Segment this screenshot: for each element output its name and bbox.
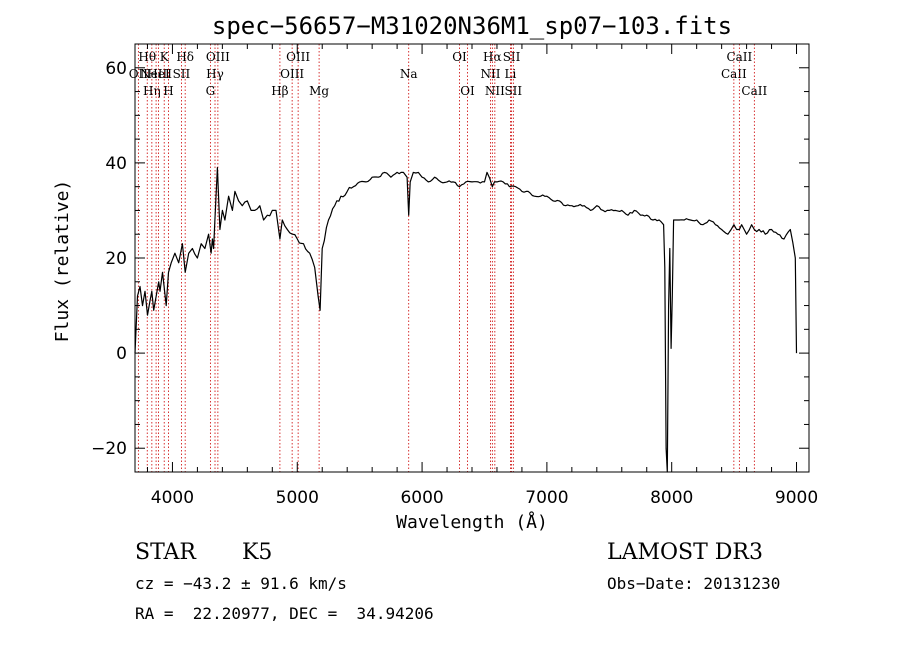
redshift-value: cz = −43.2 ± 91.6 km/s — [135, 574, 347, 593]
spectral-line-label: OIII — [206, 50, 230, 64]
object-class: STAR — [135, 540, 196, 565]
spectral-line-label: OI — [452, 50, 467, 64]
spectral-lines-layer: OIIHθHηNeIIIHeIKHSIIHδGHγOIIIHβOIIIOIIIM… — [129, 44, 767, 472]
object-subclass: K5 — [242, 540, 273, 565]
y-tick-label: −20 — [91, 439, 127, 459]
y-tick-label: 20 — [105, 249, 127, 269]
y-tick-label: 0 — [116, 344, 127, 364]
spectral-line-label: CaII — [721, 67, 747, 81]
spectral-line-label: Li — [505, 67, 517, 81]
x-tick-label: 7000 — [525, 488, 568, 508]
spectral-line-label: Hδ — [176, 50, 194, 64]
x-tick-label: 5000 — [276, 488, 319, 508]
x-tick-label: 4000 — [151, 488, 194, 508]
y-tick-label: 60 — [105, 59, 127, 79]
chart-title: spec−56657−M31020N36M1_sp07−103.fits — [212, 12, 732, 40]
coordinates: RA = 22.20977, DEC = 34.94206 — [135, 604, 434, 623]
spectral-line-label: HeI — [147, 67, 170, 81]
spectral-line-label: Mg — [309, 84, 329, 98]
spectral-line-label: CaII — [726, 50, 752, 64]
x-tick-label: 6000 — [400, 488, 443, 508]
spectral-line-label: Hβ — [271, 84, 288, 98]
spectral-line-label: Hθ — [138, 50, 156, 64]
spectral-line-label: NII — [480, 67, 500, 81]
spectrum-line — [134, 167, 798, 473]
x-tick-label: 9000 — [775, 488, 818, 508]
spectral-line-label: OII — [129, 67, 149, 81]
spectral-line-label: CaII — [741, 84, 767, 98]
axis-ticks: 4000 5000 6000 7000 8000 9000 −20 0 20 40 60 — [91, 43, 818, 508]
x-tick-label: 8000 — [650, 488, 693, 508]
spectral-line-label: SII — [503, 50, 521, 64]
spectral-line-label: K — [160, 50, 170, 64]
obs-date: Obs−Date: 20131230 — [607, 574, 781, 593]
survey-name: LAMOST DR3 — [607, 540, 763, 565]
spectral-line-label: Na — [400, 67, 418, 81]
spectral-line-label: Hη — [143, 84, 161, 98]
spectral-line-label: Hγ — [206, 67, 224, 81]
spectral-line-label: OIII — [286, 50, 310, 64]
spectral-line-label: Hα — [483, 50, 502, 64]
plot-frame — [134, 43, 810, 473]
spectral-line-label: NII — [485, 84, 505, 98]
spectral-line-label: SII — [173, 67, 191, 81]
y-tick-label: 40 — [105, 154, 127, 174]
spectral-line-label: G — [206, 84, 216, 98]
spectral-line-label: H — [163, 84, 173, 98]
spectral-line-label: NeIII — [140, 67, 172, 81]
spectral-line-label: OIII — [280, 67, 304, 81]
spectral-line-label: SII — [504, 84, 522, 98]
spectral-line-label: OI — [460, 84, 475, 98]
y-axis-label: Flux (relative) — [52, 180, 73, 343]
x-axis-label: Wavelength (Å) — [396, 511, 548, 533]
